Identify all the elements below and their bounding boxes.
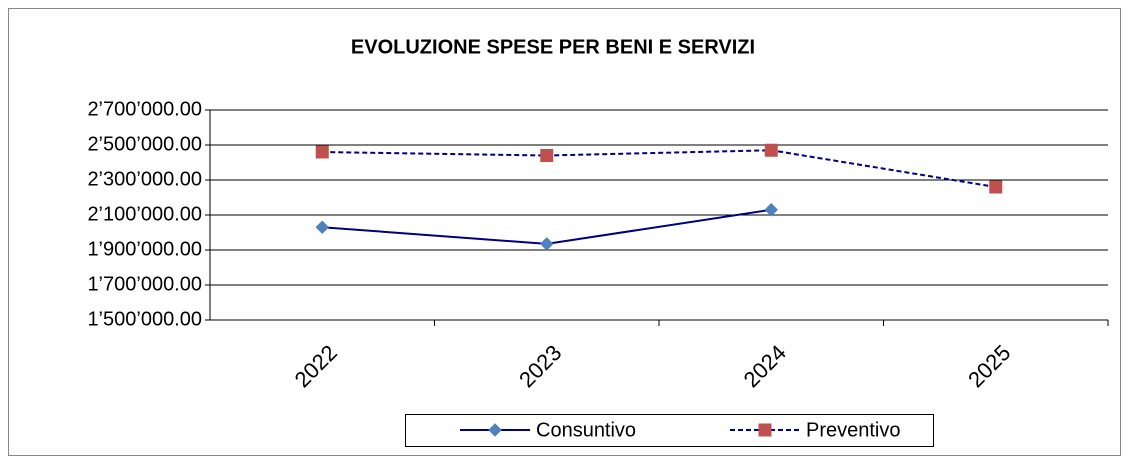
y-tick-label: 2’700’000.00	[87, 98, 202, 120]
data-point	[989, 180, 1003, 194]
chart-title: EVOLUZIONE SPESE PER BENI E SERVIZI	[351, 36, 755, 58]
y-tick-label: 2’500’000.00	[87, 133, 202, 155]
legend-marker	[758, 423, 772, 437]
y-tick-label: 1’500’000.00	[87, 308, 202, 330]
y-tick-label: 1’700’000.00	[87, 273, 202, 295]
data-point	[315, 220, 329, 234]
legend-label: Preventivo	[806, 419, 901, 441]
chart-frame	[8, 8, 1121, 456]
y-tick-label: 2’100’000.00	[87, 203, 202, 225]
y-tick-label: 2’300’000.00	[87, 168, 202, 190]
data-point	[540, 237, 554, 251]
y-tick-label: 1’900’000.00	[87, 238, 202, 260]
legend-marker	[488, 423, 502, 437]
series-line	[322, 149, 996, 188]
data-point	[315, 145, 329, 159]
data-point	[540, 149, 554, 162]
data-point	[764, 143, 778, 157]
legend-label: Consuntivo	[536, 419, 636, 441]
data-point	[764, 203, 778, 217]
